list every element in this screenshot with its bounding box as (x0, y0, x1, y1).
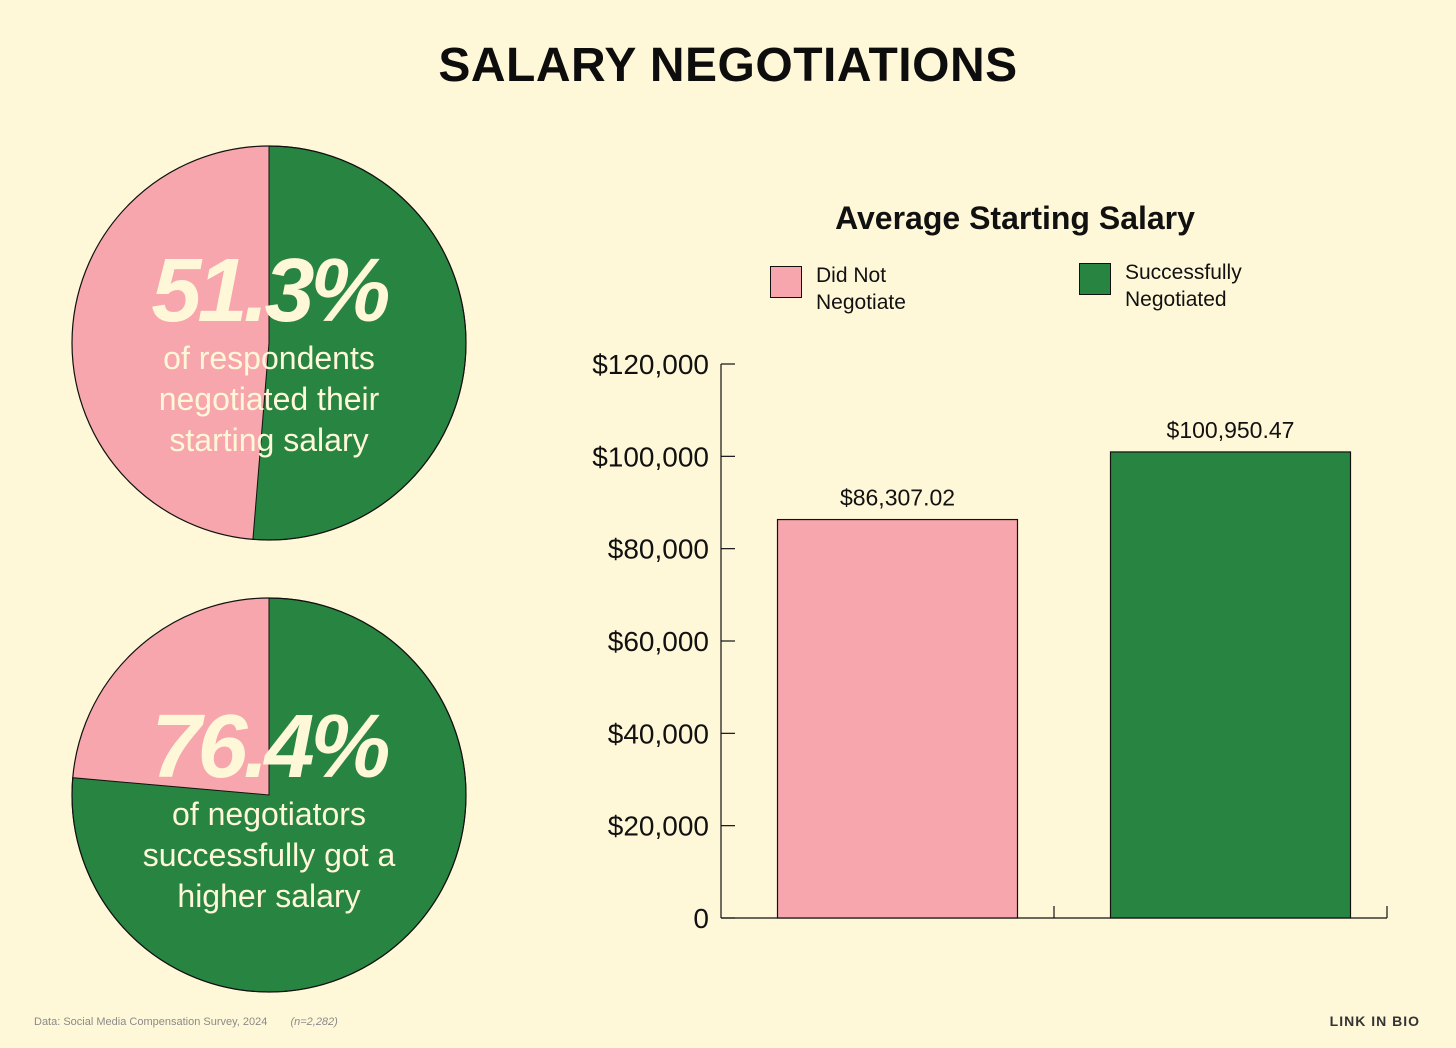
legend-swatch-pink (770, 266, 802, 298)
pie-caption-line: of negotiators (172, 796, 366, 832)
pie-caption: of respondents negotiated their starting… (68, 338, 470, 461)
pie-caption: of negotiators successfully got a higher… (68, 794, 470, 917)
pie-chart-negotiated: 51.3% of respondents negotiated their st… (68, 142, 470, 544)
page-title: SALARY NEGOTIATIONS (438, 39, 1018, 92)
pie-chart-successful: 76.4% of negotiators successfully got a … (68, 594, 470, 996)
pie-percentage: 76.4% (151, 697, 390, 797)
legend-swatch-green (1079, 263, 1111, 295)
y-tick-label: $120,000 (592, 349, 709, 380)
pie-svg (71, 145, 467, 541)
bar (1109, 451, 1352, 919)
pie-outline (71, 597, 467, 993)
legend-item-did-not-negotiate: Did Not Negotiate (770, 262, 966, 316)
y-tick-label: 0 (693, 903, 709, 934)
pie-svg (71, 597, 467, 993)
pie-text: 51.3% of respondents negotiated their st… (68, 246, 470, 461)
bar-value-label: $86,307.02 (840, 485, 955, 511)
pie-percentage: 51.3% (151, 241, 390, 341)
legend-label: Did Not Negotiate (816, 264, 906, 314)
source-text: Data: Social Media Compensation Survey, … (34, 1016, 268, 1028)
bar-value-label: $100,950.47 (1167, 417, 1295, 443)
pie-caption-line: higher salary (177, 878, 361, 914)
bar (776, 518, 1019, 919)
y-tick-label: $20,000 (608, 811, 709, 842)
y-tick-label: $60,000 (608, 626, 709, 657)
pie-caption-line: successfully got a (142, 837, 396, 873)
pie-outline (71, 145, 467, 541)
source-note: Data: Social Media Compensation Survey, … (34, 1016, 338, 1028)
y-tick-label: $80,000 (608, 534, 709, 565)
chart-title: Average Starting Salary (835, 200, 1195, 236)
y-tick-label: $100,000 (592, 441, 709, 472)
pie-text: 76.4% of negotiators successfully got a … (68, 702, 470, 917)
legend-item-successfully-negotiated: Successfully Negotiated (1079, 259, 1275, 313)
legend-label: Successfully Negotiated (1125, 261, 1242, 311)
pie-caption-line: of respondents (163, 340, 375, 376)
brand-logo: LINK IN BIO (1329, 1013, 1420, 1029)
sample-size: (n=2,282) (290, 1016, 338, 1028)
pie-caption-line: starting salary (169, 422, 369, 458)
y-tick-label: $40,000 (608, 718, 709, 749)
pie-caption-line: negotiated their (158, 381, 380, 417)
